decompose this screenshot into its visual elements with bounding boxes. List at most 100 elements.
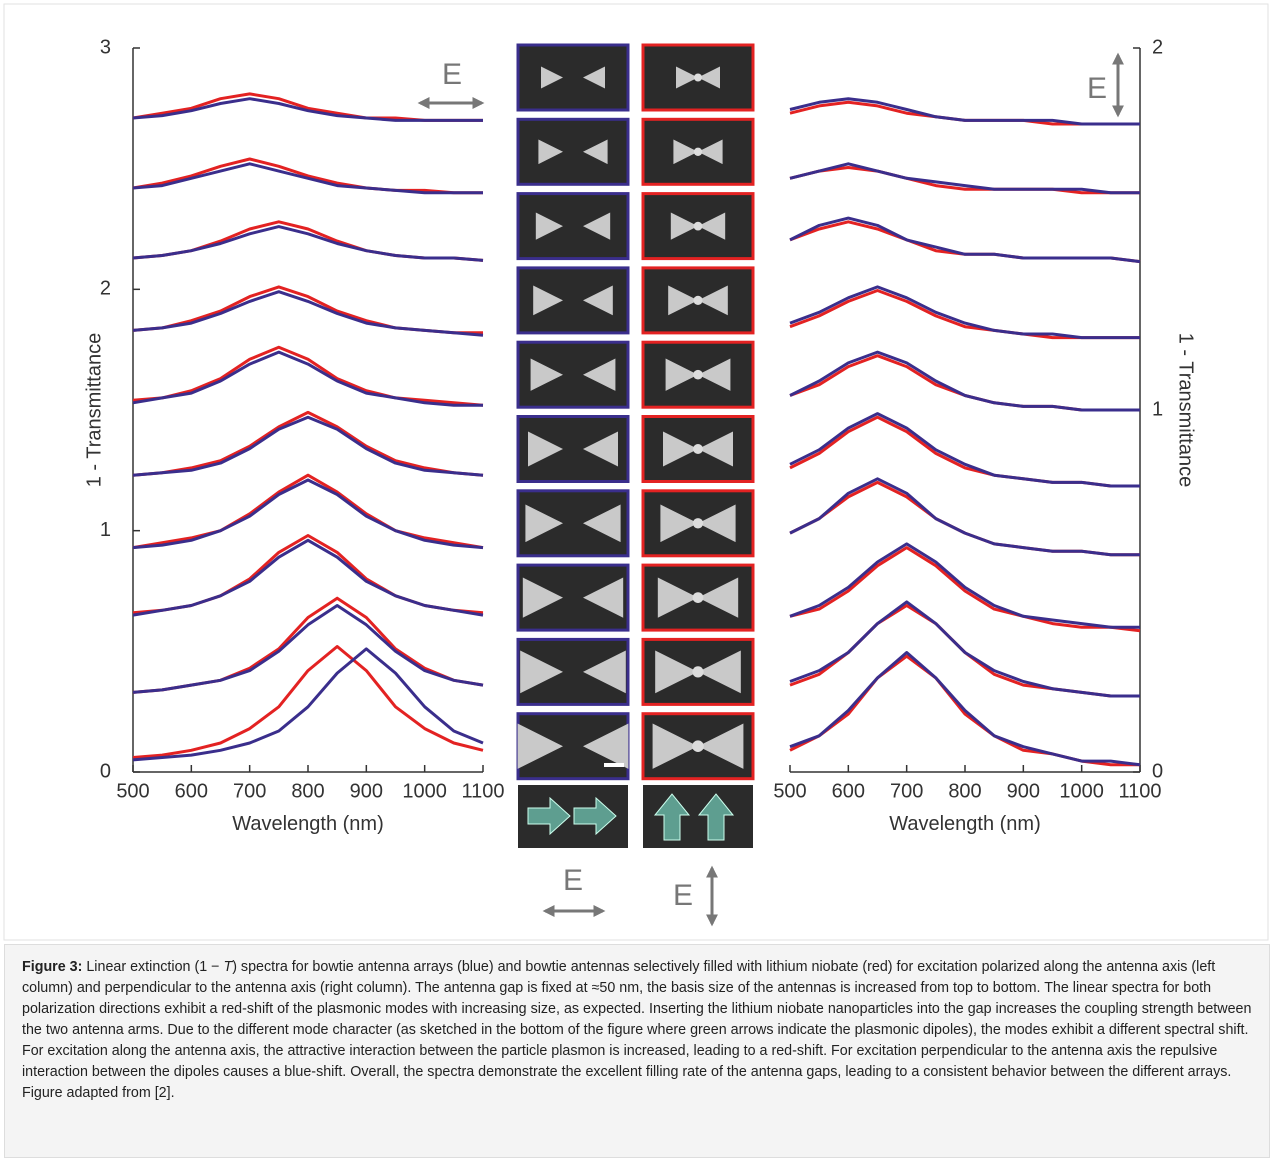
gap-particle [692, 666, 704, 678]
x-tick-label: 1100 [461, 780, 504, 802]
spectrum-line [132, 225, 484, 262]
spectrum-line [789, 477, 1140, 557]
antenna-arm [698, 139, 723, 165]
spectrum-line [132, 157, 483, 195]
antenna-arm [583, 650, 626, 694]
x-tick-label: 900 [1007, 780, 1040, 802]
gap-particle [693, 147, 703, 156]
polarization-label: E [673, 879, 693, 912]
antenna-arm [583, 139, 608, 165]
dipole-sketch [643, 785, 753, 848]
antenna-arm [528, 431, 563, 467]
antenna-arm [583, 285, 613, 316]
y-axis-label: 1 - Transmittance [83, 333, 105, 488]
antenna-arm [530, 358, 563, 391]
spectrum-line [789, 285, 1140, 340]
spectrum-line [132, 290, 484, 337]
antenna-arm [676, 66, 698, 89]
spectrum-line [789, 546, 1141, 633]
antenna-arm [698, 577, 739, 618]
antenna-arm [673, 139, 698, 165]
spectrum-line [789, 162, 1140, 195]
y-tick-label: 2 [1152, 36, 1163, 58]
dipole-arrow [573, 796, 617, 836]
spectrum-line [132, 647, 484, 762]
polarization-label: E [442, 58, 462, 91]
x-tick-label: 700 [890, 780, 923, 802]
antenna-arm [583, 358, 616, 391]
antenna-arm [663, 431, 698, 467]
y-tick-label: 0 [1152, 760, 1163, 782]
gap-particle [694, 73, 702, 82]
antenna-arm [583, 66, 605, 89]
y-tick-label: 1 [100, 519, 111, 541]
x-axis-label: Wavelength (nm) [232, 813, 384, 835]
dipole-arrow [527, 796, 571, 836]
spectrum-line [132, 162, 483, 195]
x-tick-label: 500 [773, 780, 806, 802]
antenna-arm [698, 212, 726, 240]
spectrum-line [789, 542, 1140, 629]
gap-particle [693, 444, 703, 454]
antenna-arm [583, 504, 621, 543]
spectrum-line [132, 410, 484, 477]
spectrum-line [132, 345, 484, 407]
y-tick-label: 3 [100, 36, 111, 58]
antenna-arm [698, 431, 733, 467]
spectrum-line [132, 645, 484, 759]
x-tick-label: 1000 [402, 780, 447, 802]
y-axis-label: 1 - Transmittance [1175, 333, 1197, 488]
x-tick-label: 600 [175, 780, 208, 802]
spectrum-line [132, 604, 484, 694]
antenna-arm [522, 577, 563, 618]
antenna-arm [698, 285, 728, 316]
antenna-arm [583, 431, 618, 467]
y-tick-label: 2 [100, 278, 111, 300]
antenna-arm [583, 577, 624, 618]
gap-particle [693, 369, 703, 380]
spectrum-line [789, 97, 1140, 126]
spectrum-line [132, 473, 484, 550]
antenna-arm [668, 285, 698, 316]
caption-label: Figure 3: [22, 959, 83, 975]
spectrum-line [132, 415, 484, 477]
antenna-arm [665, 358, 698, 391]
antenna-arm [657, 577, 698, 618]
x-tick-label: 1000 [1059, 780, 1104, 802]
caption: Figure 3: Linear extinction (1 − T) spec… [4, 944, 1270, 1158]
antenna-arm [517, 723, 563, 769]
dipole-arrow [697, 793, 735, 841]
antenna-arm [698, 66, 720, 89]
spectrum-line [789, 350, 1140, 412]
x-tick-label: 700 [233, 780, 266, 802]
dipole-arrow [653, 793, 691, 841]
gap-particle [693, 221, 703, 231]
figure: E E 0 1 2 3 500 600 700 800 900 1000 1100 Wavelengt… [3, 3, 1269, 941]
antenna-arm [655, 650, 698, 694]
polarization-label: E [1087, 72, 1107, 105]
caption-text: ) spectra for bowtie antenna arrays (blu… [22, 959, 1252, 1101]
figure-frame [3, 3, 1269, 941]
antenna-arm [535, 212, 563, 240]
spectrum-line [789, 166, 1140, 195]
antenna-arm [538, 139, 563, 165]
x-tick-label: 1100 [1118, 780, 1161, 802]
spectrum-line [132, 478, 484, 550]
gap-particle [692, 592, 704, 603]
antenna-arm [583, 212, 611, 240]
spectrum-line [789, 600, 1140, 698]
antenna-arm [583, 723, 629, 769]
spectrum-line [789, 412, 1140, 488]
x-axis-label: Wavelength (nm) [889, 813, 1041, 835]
x-tick-label: 900 [350, 780, 383, 802]
caption-text: Linear extinction (1 − [86, 959, 224, 975]
spectrum-line [789, 651, 1141, 767]
antenna-arm [541, 66, 563, 89]
y-tick-label: 0 [100, 760, 111, 782]
antenna-arm [520, 650, 563, 694]
x-tick-label: 500 [116, 780, 149, 802]
x-tick-label: 800 [948, 780, 981, 802]
x-tick-label: 600 [832, 780, 865, 802]
spectrum-line [132, 97, 483, 122]
